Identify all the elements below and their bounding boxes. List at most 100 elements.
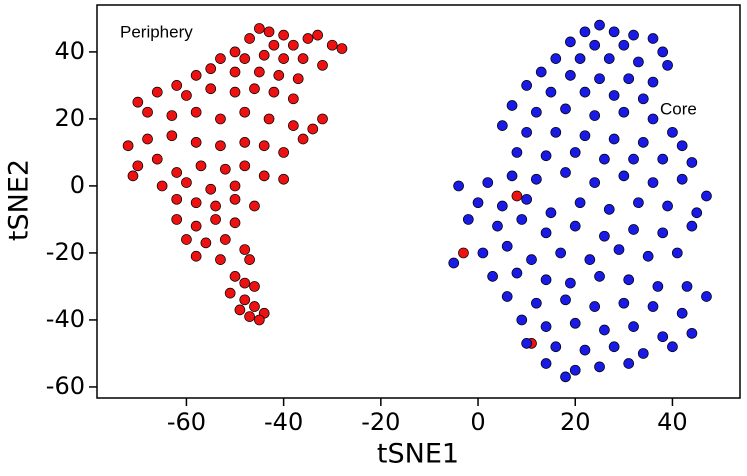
point (448, 257, 460, 269)
point (278, 29, 289, 41)
point (249, 200, 260, 212)
point (701, 190, 712, 202)
point (171, 193, 183, 205)
point (244, 311, 255, 322)
point (594, 19, 605, 31)
point (496, 200, 508, 212)
point (657, 331, 669, 343)
point (229, 193, 241, 205)
point (637, 93, 649, 105)
point (594, 73, 605, 85)
point (482, 177, 494, 188)
point (239, 294, 251, 306)
point (156, 180, 168, 192)
point (263, 26, 275, 38)
point (171, 80, 183, 91)
point (565, 70, 576, 81)
point (511, 147, 523, 158)
point (618, 297, 630, 309)
point (531, 173, 542, 185)
point (603, 204, 615, 215)
point (642, 250, 654, 262)
point (686, 220, 698, 232)
point (545, 207, 557, 219)
point (579, 344, 591, 356)
annotation: Periphery (120, 22, 193, 41)
point (560, 167, 571, 178)
point (579, 26, 591, 38)
point (647, 113, 659, 125)
point (671, 247, 683, 259)
point (516, 214, 528, 225)
point (637, 348, 649, 359)
point (686, 157, 698, 168)
point (219, 163, 231, 175)
y-tick-label: -40 (46, 305, 85, 333)
point (633, 197, 644, 209)
x-tick-label: 20 (560, 408, 591, 436)
point (229, 271, 241, 282)
point (599, 153, 610, 165)
point (594, 271, 605, 282)
point (603, 53, 615, 64)
point (312, 29, 324, 41)
point (200, 237, 212, 249)
point (574, 197, 586, 209)
point (676, 140, 688, 152)
point (205, 63, 217, 75)
point (268, 86, 280, 98)
x-tick-label: -20 (361, 408, 400, 436)
y-tick-label: 0 (70, 171, 85, 199)
point (229, 46, 241, 58)
point (181, 90, 192, 101)
point (171, 214, 183, 225)
point (560, 103, 571, 115)
point (676, 173, 688, 185)
point (516, 314, 528, 326)
point (258, 49, 270, 61)
point (458, 247, 469, 259)
point (540, 227, 552, 239)
point (599, 230, 610, 242)
point (579, 86, 591, 98)
point (569, 220, 581, 232)
point (253, 23, 265, 34)
point (501, 291, 513, 302)
point (521, 80, 532, 91)
point (540, 321, 552, 332)
point (574, 53, 586, 64)
x-tick-label: -40 (264, 408, 303, 436)
point (608, 26, 620, 38)
point (506, 100, 518, 111)
point (521, 338, 532, 349)
point (526, 254, 537, 265)
point (278, 147, 289, 158)
point (647, 177, 659, 188)
point (511, 190, 523, 202)
point (253, 314, 265, 326)
point (633, 56, 644, 68)
point (249, 281, 260, 292)
point (215, 254, 226, 265)
point (594, 361, 605, 373)
point (589, 39, 601, 51)
point (560, 371, 571, 383)
point (122, 140, 134, 152)
point (701, 291, 712, 302)
point (560, 294, 571, 306)
point (288, 93, 299, 105)
point (691, 207, 703, 219)
point (244, 33, 255, 44)
point (258, 170, 270, 182)
point (181, 234, 192, 245)
point (667, 126, 678, 138)
point (210, 214, 221, 225)
point (229, 66, 241, 78)
point (239, 106, 251, 118)
point (302, 33, 314, 44)
point (608, 90, 620, 101)
point (492, 220, 503, 232)
point (215, 113, 226, 125)
y-tick-label: -60 (46, 372, 85, 400)
point (127, 170, 139, 182)
